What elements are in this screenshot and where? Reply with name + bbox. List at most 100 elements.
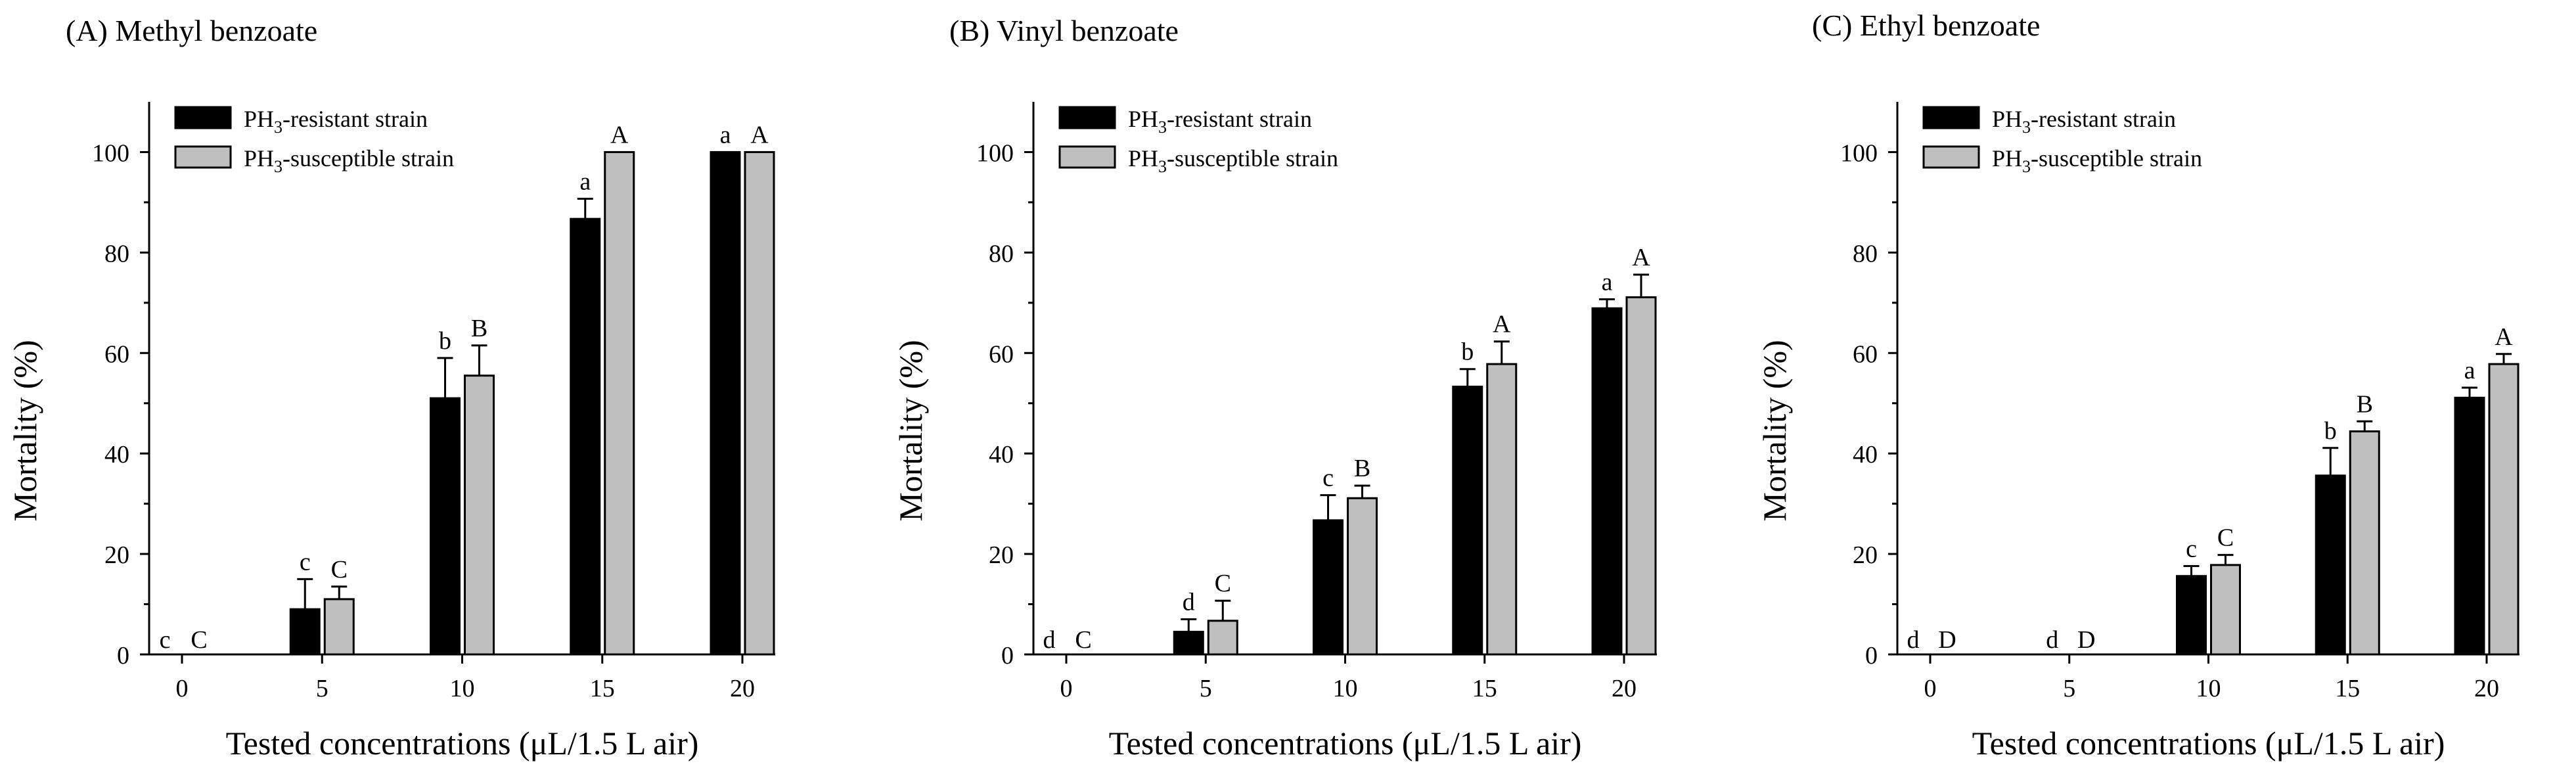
y-tick-label: 20 [989, 541, 1014, 569]
x-tick-label: 5 [1200, 675, 1212, 702]
x-tick-label: 15 [2335, 675, 2360, 702]
x-tick-label: 15 [1472, 675, 1497, 702]
bar-resistant [2454, 396, 2485, 656]
bar-resistant [570, 217, 601, 656]
significance-letter: D [1938, 626, 1956, 654]
legend-label-main: PH [1992, 145, 2022, 171]
bar-susceptible [2210, 564, 2241, 656]
bar-resistant [1452, 385, 1483, 656]
legend-label-tail: -resistant strain [1167, 106, 1312, 132]
x-tick-label: 0 [176, 675, 189, 702]
chart-title: (B) Vinyl benzoate [949, 14, 1179, 47]
legend-label-main: PH [1128, 106, 1158, 132]
significance-letter: b [439, 327, 451, 355]
significance-letter: d [2046, 626, 2058, 654]
significance-letter: b [2324, 417, 2337, 445]
legend-label: PH3-resistant strain [1992, 106, 2176, 137]
significance-letter: A [1493, 311, 1511, 338]
bar-susceptible [1625, 296, 1657, 656]
chart-title: (A) Methyl benzoate [66, 14, 317, 47]
bar-susceptible [1486, 363, 1518, 656]
legend-swatch [1922, 145, 1980, 169]
bar-susceptible [1347, 497, 1378, 656]
y-tick-label: 20 [104, 541, 129, 569]
y-tick-label: 60 [104, 340, 129, 368]
bar-resistant [1313, 519, 1344, 656]
legend-label-subscript: 3 [274, 118, 282, 137]
y-tick-label: 80 [1853, 240, 1878, 267]
y-axis-label: Mortality (%) [7, 340, 43, 521]
bar-susceptible [604, 150, 635, 656]
significance-letter: B [1354, 455, 1370, 482]
y-tick-label: 40 [989, 441, 1014, 468]
x-axis-label: Tested concentrations (μL/1.5 L air) [226, 725, 699, 762]
bar-resistant [2315, 474, 2346, 656]
chart-title: (C) Ethyl benzoate [1812, 9, 2040, 42]
significance-letter: a [2464, 357, 2475, 384]
y-tick-label: 60 [989, 340, 1014, 368]
significance-letter: a [720, 121, 731, 148]
legend-label: PH3-susceptible strain [244, 145, 454, 176]
x-tick-label: 20 [2474, 675, 2499, 702]
x-tick-label: 10 [2196, 675, 2221, 702]
significance-letter: C [331, 556, 348, 583]
bar-susceptible [744, 150, 775, 656]
significance-letter: a [1602, 268, 1613, 296]
y-tick-label: 100 [1840, 139, 1878, 167]
bar-resistant [1591, 307, 1623, 656]
significance-letter: a [579, 168, 591, 196]
bar-susceptible [464, 375, 495, 656]
significance-letter: c [160, 626, 171, 654]
bar-resistant [430, 397, 461, 656]
x-tick-label: 10 [1333, 675, 1358, 702]
legend-label-subscript: 3 [274, 157, 282, 176]
x-axis-label: Tested concentrations (μL/1.5 L air) [1109, 725, 1582, 762]
significance-letter: C [1075, 626, 1091, 654]
legend-label-subscript: 3 [1158, 157, 1167, 176]
significance-letter: D [2077, 626, 2095, 654]
significance-letter: c [300, 548, 311, 576]
significance-letter: c [1322, 465, 1334, 492]
panel-a: (A) Methyl benzoate 0 20 40 60 80 100 0 5 10 15 20 T… [7, 14, 775, 762]
x-tick-label: 0 [1924, 675, 1937, 702]
y-tick-label: 0 [1865, 642, 1878, 670]
bar-susceptible [2488, 363, 2520, 656]
significance-letter: b [1461, 338, 1474, 366]
y-tick-label: 20 [1853, 541, 1878, 569]
x-tick-label: 5 [316, 675, 328, 702]
legend-swatch [1058, 145, 1116, 169]
legend-label-subscript: 3 [1158, 118, 1167, 137]
significance-letter: A [1632, 244, 1650, 271]
legend-swatch [174, 106, 232, 129]
significance-letter: C [1215, 570, 1231, 597]
legend-label-main: PH [244, 145, 274, 171]
x-tick-label: 20 [1612, 675, 1637, 702]
legend-swatch [1922, 106, 1980, 129]
bar-susceptible [2349, 430, 2380, 656]
bar-resistant [2176, 575, 2207, 656]
legend-label-tail: -resistant strain [2031, 106, 2176, 132]
legend-label: PH3-susceptible strain [1128, 145, 1338, 176]
x-axis-label: Tested concentrations (μL/1.5 L air) [1972, 725, 2445, 762]
y-tick-label: 60 [1853, 340, 1878, 368]
significance-letter: A [610, 121, 629, 148]
y-tick-label: 0 [117, 642, 129, 670]
significance-letter: d [1907, 626, 1920, 654]
x-tick-label: 20 [730, 675, 755, 702]
y-tick-label: 100 [92, 139, 129, 167]
legend-label-subscript: 3 [2022, 157, 2031, 176]
legend-label: PH3-susceptible strain [1992, 145, 2202, 176]
y-axis-label: Mortality (%) [892, 340, 929, 521]
bar-resistant [710, 150, 741, 656]
panel-b: (B) Vinyl benzoate 0 20 40 60 80 100 0 5 10 15 20 Te… [892, 14, 1657, 762]
legend-label-tail: -susceptible strain [282, 145, 454, 171]
y-tick-label: 80 [104, 240, 129, 267]
significance-letter: B [2357, 390, 2373, 418]
y-tick-label: 40 [104, 441, 129, 468]
bar-resistant [289, 608, 321, 656]
significance-letter: B [471, 315, 487, 342]
y-axis-label: Mortality (%) [1756, 340, 1793, 521]
significance-letter: C [2217, 524, 2234, 552]
significance-letter: d [1043, 626, 1056, 654]
significance-letter: c [2186, 535, 2197, 562]
